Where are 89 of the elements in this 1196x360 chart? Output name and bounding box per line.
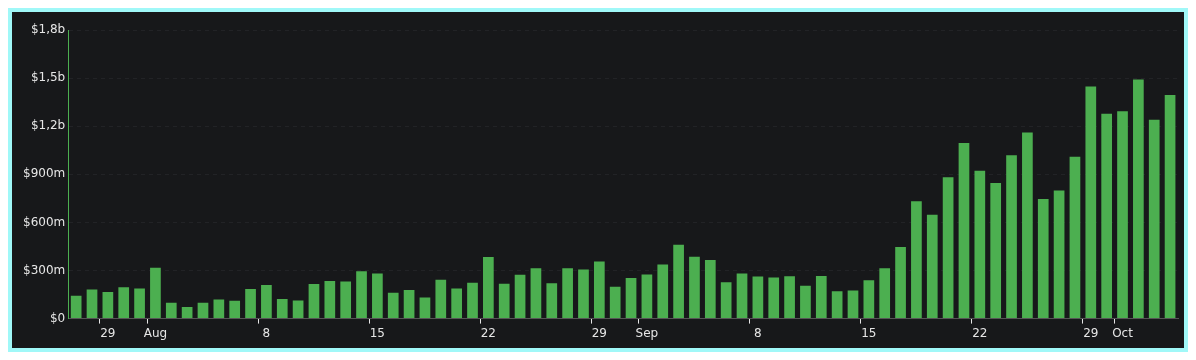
bar bbox=[546, 283, 558, 319]
bar bbox=[736, 273, 748, 319]
bar bbox=[752, 276, 764, 319]
bar bbox=[1085, 86, 1097, 319]
bar bbox=[1053, 190, 1065, 319]
bar bbox=[165, 302, 177, 319]
bar bbox=[118, 287, 130, 319]
bar bbox=[451, 288, 462, 319]
x-tick-label: 29 bbox=[100, 325, 116, 340]
bar bbox=[704, 260, 716, 319]
x-tick-label: 15 bbox=[861, 325, 877, 340]
y-tick-label: $1,5b bbox=[30, 70, 66, 85]
bar bbox=[1022, 132, 1033, 319]
bar bbox=[134, 288, 145, 319]
bar bbox=[530, 268, 542, 319]
bar bbox=[1133, 79, 1144, 319]
bar bbox=[593, 261, 605, 319]
bar bbox=[213, 299, 225, 319]
bar bbox=[720, 282, 732, 319]
y-tick-label: $600m bbox=[22, 214, 66, 229]
bar bbox=[276, 299, 288, 319]
bar bbox=[1148, 119, 1160, 319]
y-tick-label: $0 bbox=[49, 310, 66, 325]
x-tick-label: 22 bbox=[480, 325, 496, 340]
x-tick-label: 29 bbox=[1083, 325, 1099, 340]
x-tick-label: 8 bbox=[262, 325, 271, 340]
x-tick-label: 8 bbox=[754, 325, 762, 340]
bar bbox=[673, 244, 684, 319]
y-tick-label: $1,2b bbox=[30, 118, 66, 133]
x-tick-label: Sep bbox=[635, 325, 659, 340]
bar bbox=[150, 267, 161, 319]
y-tick-label: $1,8b bbox=[30, 22, 66, 37]
bar bbox=[403, 290, 415, 319]
bar bbox=[958, 142, 970, 319]
bar bbox=[942, 177, 954, 319]
bar bbox=[847, 290, 859, 319]
bar bbox=[102, 291, 114, 319]
bar bbox=[356, 271, 367, 319]
bar bbox=[86, 289, 98, 319]
bar bbox=[911, 201, 922, 319]
x-tick-label: 29 bbox=[591, 325, 607, 340]
bar bbox=[1037, 198, 1049, 319]
bar bbox=[498, 283, 510, 319]
bar bbox=[990, 183, 1002, 319]
bar bbox=[800, 285, 811, 319]
bar bbox=[895, 246, 906, 319]
bar bbox=[879, 268, 891, 319]
bar bbox=[609, 286, 621, 319]
bar bbox=[308, 283, 320, 319]
bar bbox=[578, 269, 589, 319]
bar bbox=[863, 280, 875, 319]
bar bbox=[387, 292, 399, 319]
bar bbox=[261, 284, 272, 319]
bar bbox=[1101, 113, 1113, 319]
bar bbox=[340, 281, 352, 319]
x-tick-label: Aug bbox=[143, 325, 168, 340]
bar bbox=[245, 289, 256, 319]
bar bbox=[974, 170, 986, 319]
bar bbox=[419, 297, 431, 319]
bar bbox=[784, 276, 795, 319]
bar bbox=[625, 277, 637, 319]
bar bbox=[1006, 155, 1017, 319]
bar bbox=[324, 280, 336, 319]
y-tick-label: $900m bbox=[22, 166, 66, 181]
bar bbox=[181, 306, 193, 319]
bar bbox=[926, 214, 938, 319]
x-tick-label: 22 bbox=[972, 325, 988, 340]
x-tick-label: Oct bbox=[1112, 325, 1134, 340]
bar bbox=[1117, 111, 1128, 319]
bar bbox=[467, 282, 478, 319]
bar bbox=[657, 264, 669, 319]
bar bbox=[435, 279, 447, 319]
bar bbox=[1164, 95, 1176, 319]
bar bbox=[831, 291, 843, 319]
x-tick-label: 15 bbox=[369, 325, 386, 340]
bar bbox=[372, 273, 383, 319]
bar bbox=[641, 274, 653, 319]
bar bbox=[768, 277, 780, 319]
bar bbox=[483, 257, 494, 319]
bar bbox=[70, 295, 82, 319]
bar bbox=[197, 302, 209, 319]
bar bbox=[514, 274, 526, 319]
bar bbox=[1069, 156, 1081, 319]
y-tick-label: $300m bbox=[22, 262, 66, 277]
bar bbox=[562, 268, 573, 319]
bar bbox=[229, 300, 241, 319]
bar bbox=[292, 300, 304, 319]
bar bbox=[815, 275, 827, 319]
bar bbox=[689, 256, 700, 319]
